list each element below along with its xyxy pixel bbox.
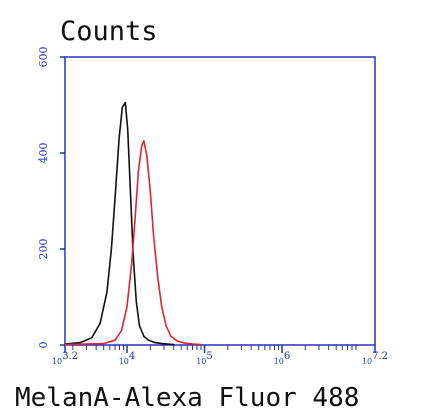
plot-frame bbox=[64, 56, 376, 346]
control-histogram-line bbox=[64, 101, 175, 346]
plot-area: 0 200 400 600 103.2 104 105 106 107.2 bbox=[37, 47, 388, 367]
y-tick-label: 0 bbox=[37, 342, 50, 349]
x-tick-label: 104 bbox=[119, 351, 136, 366]
y-axis-label: Counts bbox=[60, 16, 158, 47]
x-tick-label: 105 bbox=[196, 351, 213, 366]
y-tick-label: 400 bbox=[37, 143, 50, 164]
x-tick-label: 103.2 bbox=[52, 351, 78, 366]
x-tick-label: 107.2 bbox=[362, 351, 388, 366]
stained-histogram-line bbox=[64, 140, 202, 346]
x-axis-label: MelanA-Alexa Fluor 488 bbox=[15, 383, 359, 413]
y-tick-label: 600 bbox=[37, 47, 50, 68]
y-tick-label: 200 bbox=[37, 239, 50, 260]
x-tick-label: 106 bbox=[274, 351, 291, 366]
